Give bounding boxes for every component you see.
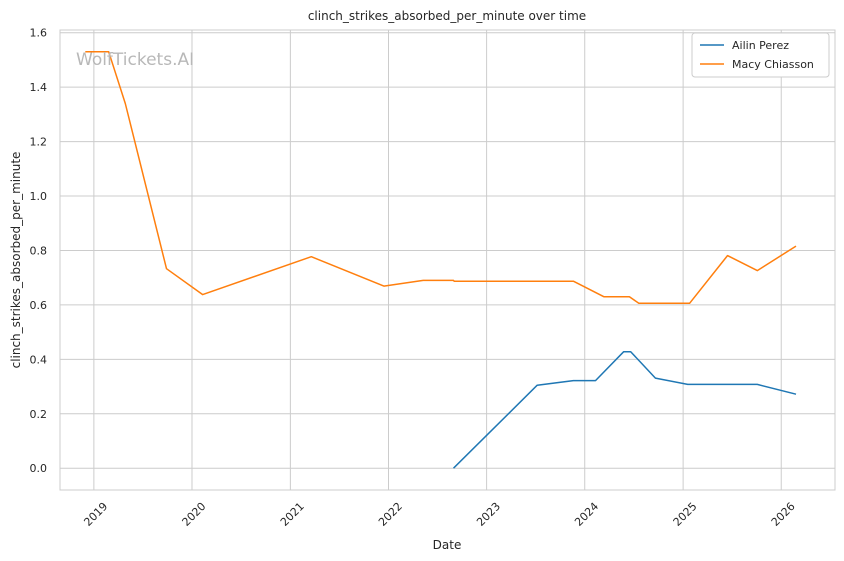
y-tick-label: 0.6 (30, 299, 48, 312)
y-tick-label: 1.0 (30, 190, 48, 203)
x-tick-label: 2024 (572, 500, 601, 529)
x-tick-label: 2019 (81, 500, 110, 529)
series-layer (85, 51, 797, 469)
x-tick-label: 2023 (474, 500, 503, 529)
y-axis-title: clinch_strikes_absorbed_per_minute (9, 152, 23, 369)
legend: Ailin Perez Macy Chiasson (691, 32, 830, 78)
watermark: WolfTickets.AI (76, 50, 194, 70)
plot-area (59, 29, 836, 491)
legend-box (691, 32, 830, 78)
y-tick-label: 0.4 (30, 353, 48, 366)
y-tick-label: 1.6 (30, 27, 48, 40)
x-tick-label: 2026 (769, 500, 798, 529)
legend-label-macy-chiasson: Macy Chiasson (732, 58, 814, 71)
x-axis-title: Date (433, 538, 462, 552)
y-tick-label: 1.4 (30, 81, 48, 94)
x-tick-label: 2021 (278, 500, 307, 529)
grid (60, 30, 835, 490)
series-line-ailin-perez (452, 350, 797, 469)
y-tick-label: 1.2 (30, 136, 48, 149)
x-tick-label: 2025 (671, 500, 700, 529)
y-tick-label: 0.2 (30, 408, 48, 421)
legend-label-ailin-perez: Ailin Perez (732, 39, 789, 52)
series-line-macy-chiasson (85, 51, 797, 305)
chart-title: clinch_strikes_absorbed_per_minute over … (308, 9, 586, 23)
y-tick-label: 0.8 (30, 244, 48, 257)
x-tick-label: 2022 (376, 500, 405, 529)
x-tick-label: 2020 (180, 500, 209, 529)
y-tick-label: 0.0 (30, 462, 48, 475)
